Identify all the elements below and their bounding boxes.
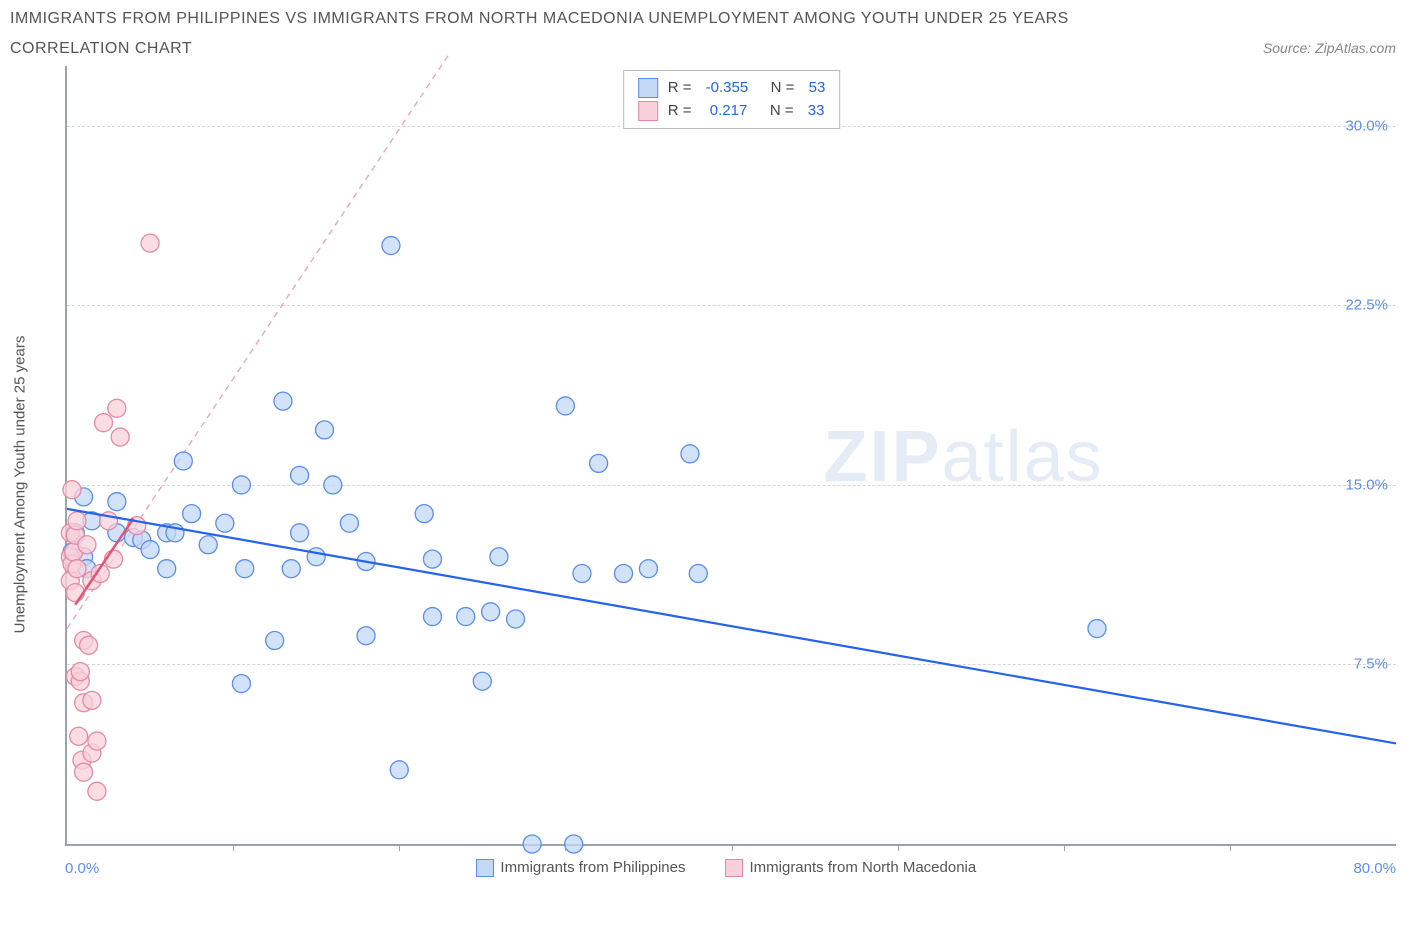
chart-header: IMMIGRANTS FROM PHILIPPINES VS IMMIGRANT…	[10, 10, 1396, 58]
x-axis-max-label: 80.0%	[1353, 860, 1396, 877]
y-axis-label: Unemployment Among Youth under 25 years	[12, 336, 29, 634]
legend-swatch-icon	[476, 859, 494, 877]
legend-label: Immigrants from North Macedonia	[749, 859, 976, 876]
x-axis-row: 0.0% Immigrants from Philippines Immigra…	[65, 850, 1396, 886]
stat-r-label: R =	[668, 100, 696, 123]
legend-swatch-icon	[725, 859, 743, 877]
plot-svg	[67, 66, 1396, 844]
y-tick-label: 30.0%	[1345, 117, 1388, 134]
y-tick-label: 15.0%	[1345, 476, 1388, 493]
series-legend: Immigrants from Philippines Immigrants f…	[476, 859, 976, 877]
stats-row: R = 0.217 N = 33	[638, 100, 826, 123]
stat-n-value: 53	[809, 77, 826, 100]
stats-row: R = -0.355 N = 53	[638, 77, 826, 100]
stat-n-label: N =	[757, 100, 797, 123]
correlation-chart: Unemployment Among Youth under 25 years …	[10, 66, 1396, 886]
stats-swatch-icon	[638, 78, 658, 98]
stat-n-label: N =	[758, 77, 798, 100]
stat-r-value: -0.355	[706, 77, 749, 100]
chart-title-line1: IMMIGRANTS FROM PHILIPPINES VS IMMIGRANT…	[10, 10, 1396, 28]
y-tick-label: 7.5%	[1354, 656, 1388, 673]
y-tick-label: 22.5%	[1345, 297, 1388, 314]
stats-swatch-icon	[638, 101, 658, 121]
legend-item-north-macedonia: Immigrants from North Macedonia	[725, 859, 976, 877]
plot-area: ZIPatlas R = -0.355 N = 53R = 0.217 N = …	[65, 66, 1396, 846]
source-attribution: Source: ZipAtlas.com	[1263, 40, 1396, 56]
legend-item-philippines: Immigrants from Philippines	[476, 859, 685, 877]
stat-n-value: 33	[808, 100, 825, 123]
stats-legend-box: R = -0.355 N = 53R = 0.217 N = 33	[623, 70, 841, 129]
stat-r-value: 0.217	[706, 100, 748, 123]
stat-r-label: R =	[668, 77, 696, 100]
chart-title-line2: CORRELATION CHART	[10, 40, 192, 58]
legend-label: Immigrants from Philippines	[500, 859, 685, 876]
x-axis-min-label: 0.0%	[65, 860, 99, 877]
